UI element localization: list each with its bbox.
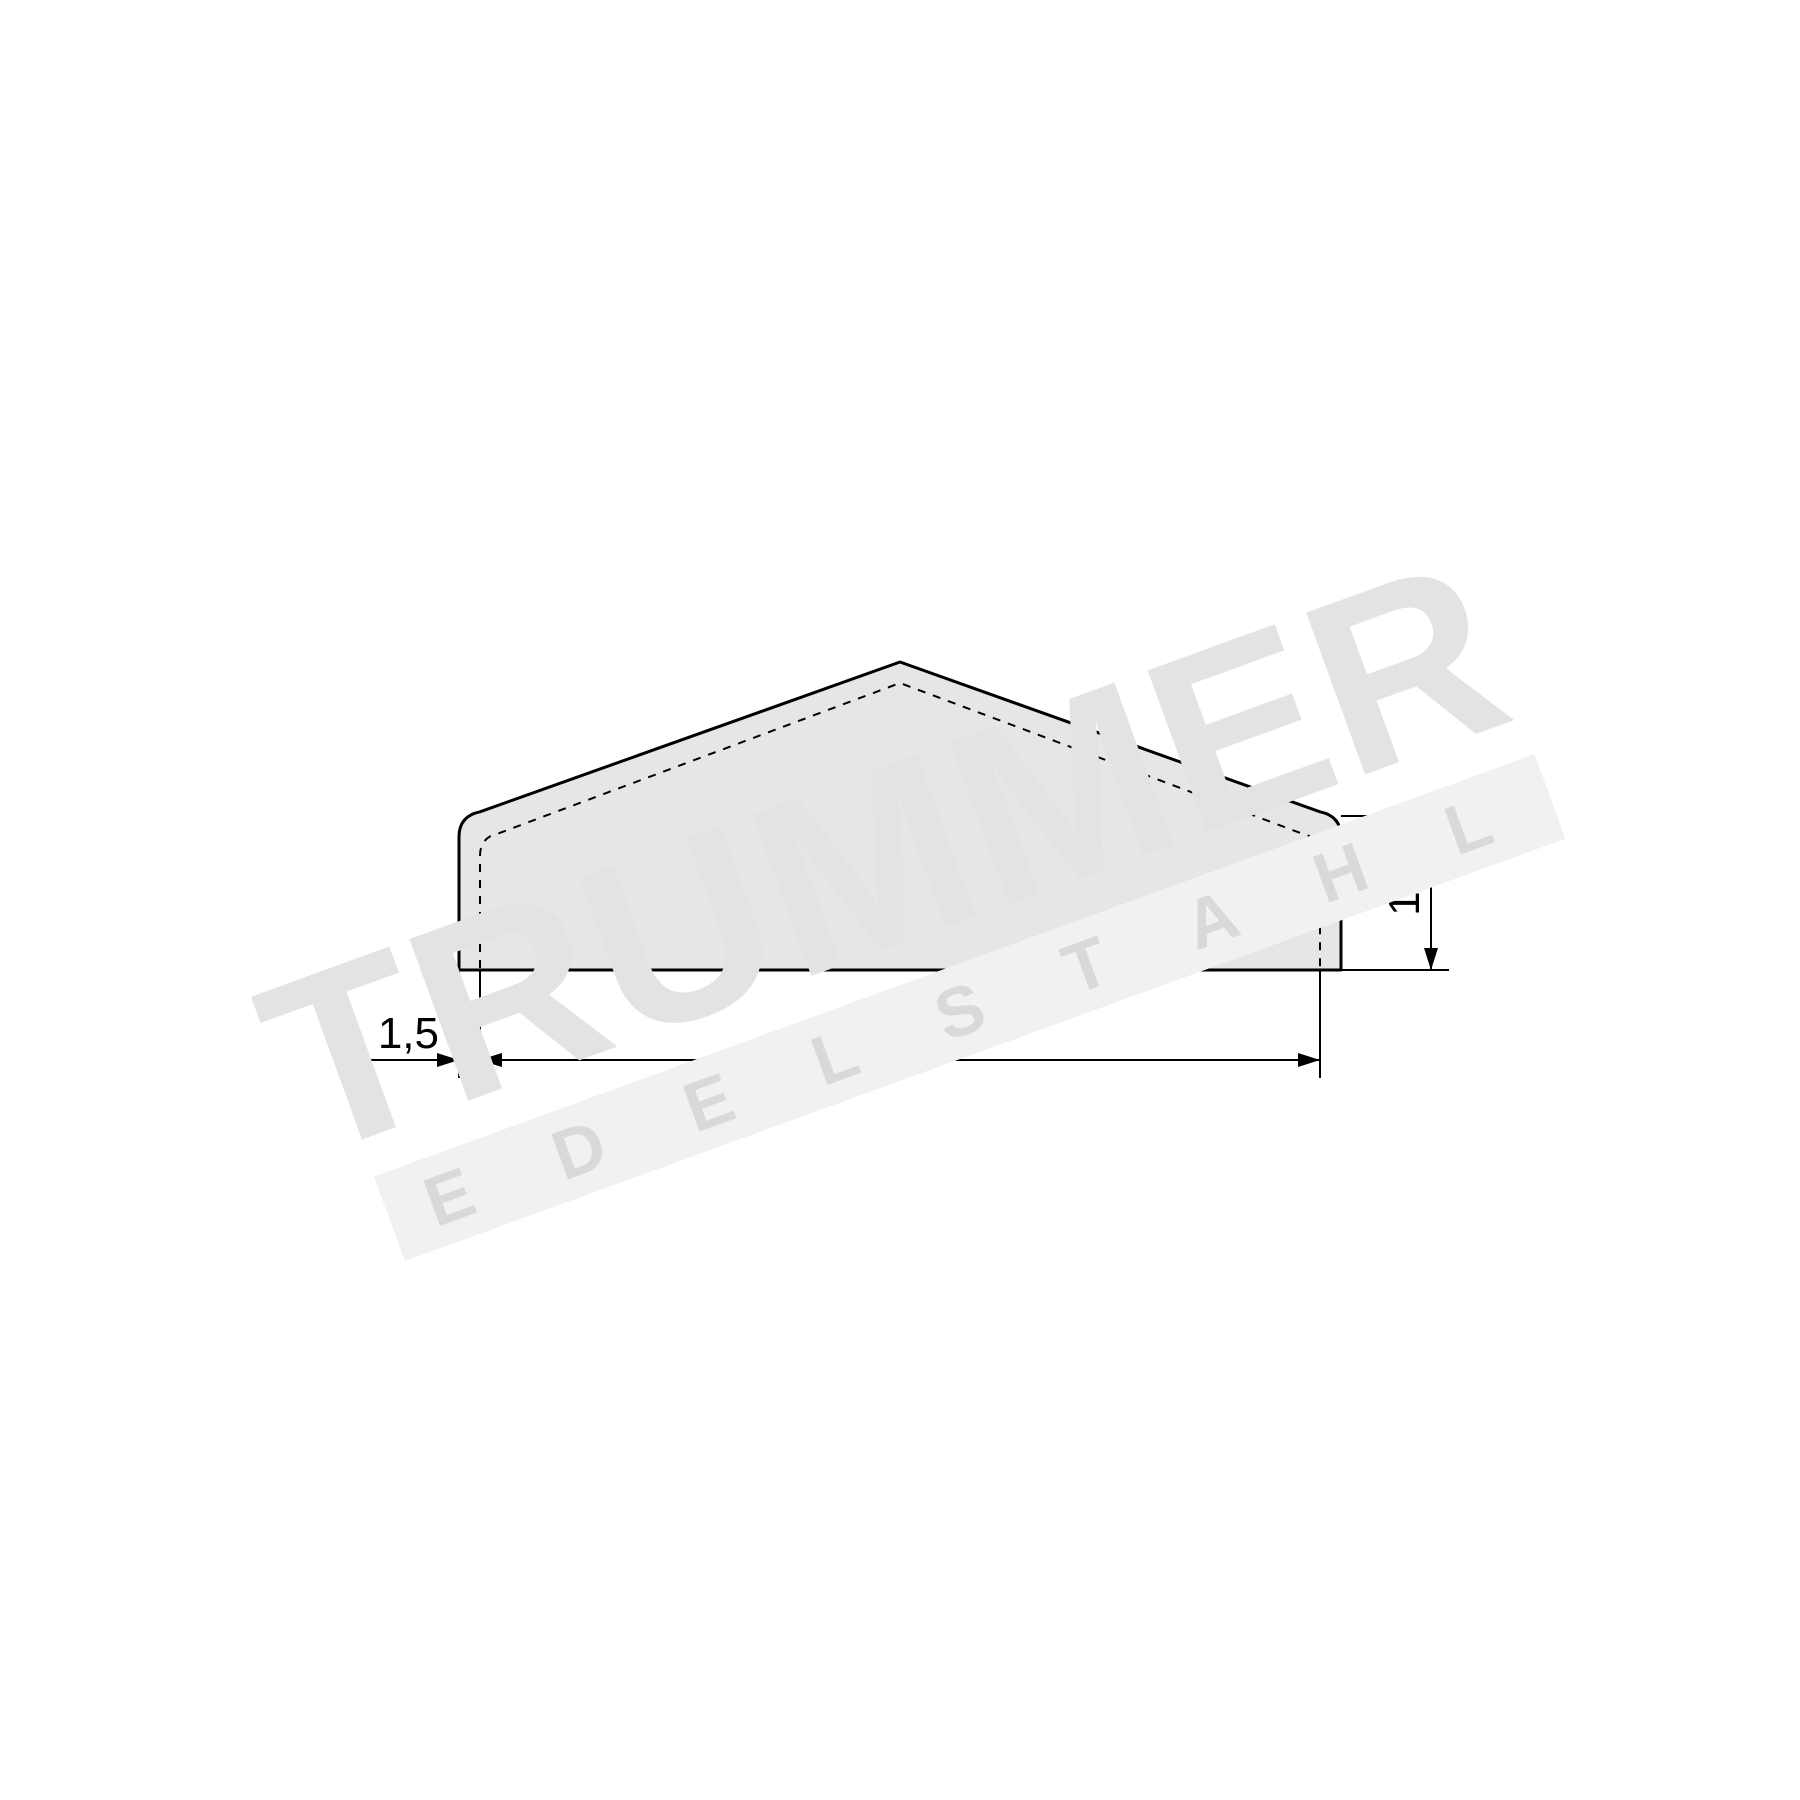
profile-outer [459, 662, 1341, 970]
dim-arrowhead [1298, 1053, 1320, 1067]
dim-label: 11 [1380, 870, 1429, 916]
dim-arrowhead [1424, 816, 1438, 838]
dim-arrowhead [1424, 948, 1438, 970]
dim-arrowhead [480, 1053, 502, 1067]
dim-label: 1,5 [378, 1009, 439, 1058]
technical-drawing: 60 1,5 11 [0, 0, 1800, 1800]
dim-label: 60 [876, 1009, 925, 1058]
dim-arrowhead [437, 1053, 459, 1067]
diagram-canvas: TRUMMER E D E L S T A H L 601,511 [0, 0, 1800, 1800]
